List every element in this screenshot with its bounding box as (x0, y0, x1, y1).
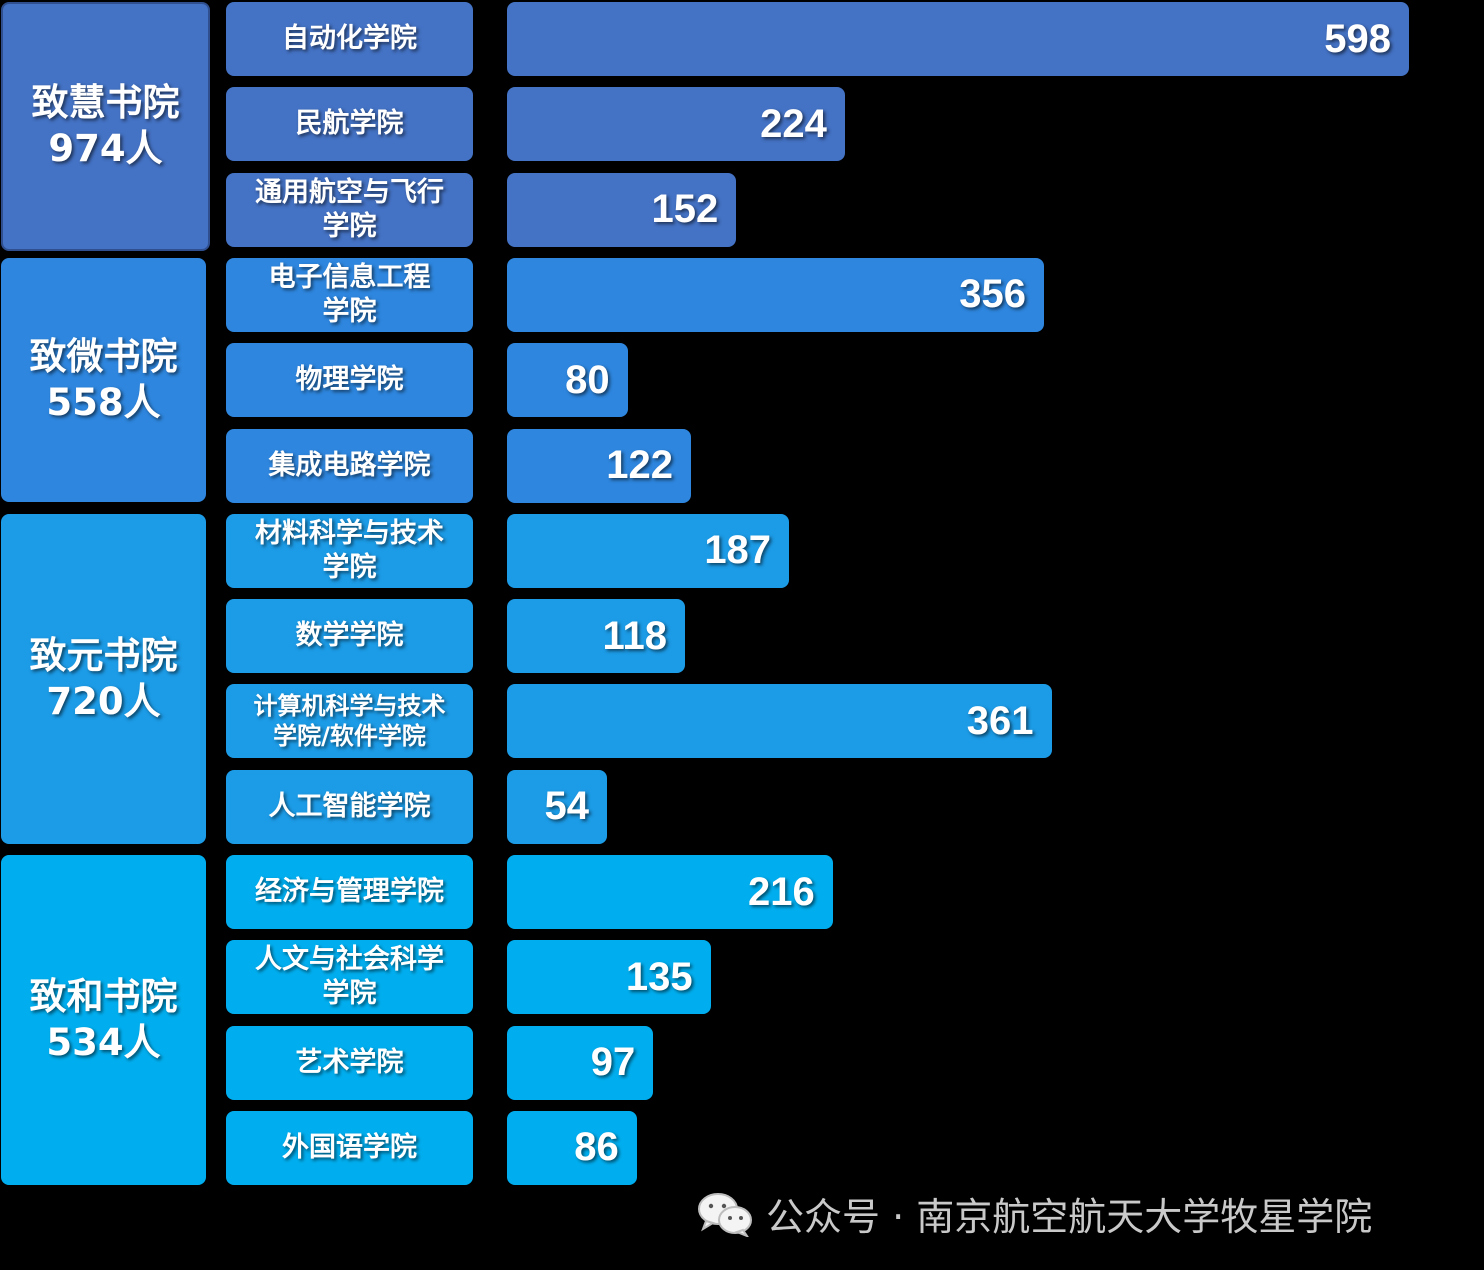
college-total: 974人 (48, 127, 163, 171)
school-label: 数学学院 (226, 599, 473, 674)
wechat-icon (698, 1192, 752, 1237)
bar-value-label: 187 (704, 528, 772, 573)
college-box: 致和书院 534人 (1, 855, 206, 1185)
school-label: 物理学院 (226, 343, 473, 418)
school-label: 人工智能学院 (226, 769, 473, 844)
bar-value-label: 97 (590, 1040, 636, 1085)
college-box: 致微书院 558人 (1, 257, 206, 503)
bar: 598 (507, 2, 1409, 76)
bar-value-label: 356 (959, 272, 1026, 317)
watermark: 公众号 · 南京航空航天大学牧星学院 (696, 1186, 1372, 1241)
bar-value-label: 216 (748, 869, 815, 914)
bar-value-label: 598 (1324, 16, 1391, 61)
college-total: 534人 (46, 1020, 161, 1064)
college-name: 致微书院 (29, 335, 178, 379)
college-box: 致元书院 720人 (1, 513, 206, 844)
school-label: 电子信息工程 学院 (226, 257, 473, 332)
school-label: 材料科学与技术 学院 (226, 513, 473, 588)
school-label: 民航学院 (226, 87, 473, 162)
bar: 152 (507, 172, 737, 247)
bar-value-label: 224 (760, 101, 827, 146)
bar: 118 (507, 599, 685, 674)
school-label: 自动化学院 (226, 2, 473, 76)
bar: 224 (507, 87, 845, 162)
bar-value-label: 361 (966, 698, 1034, 743)
college-name: 致元书院 (29, 633, 178, 677)
school-label: 艺术学院 (226, 1025, 473, 1100)
bar-value-label: 118 (602, 613, 667, 658)
college-name: 致和书院 (29, 974, 178, 1018)
bar: 135 (507, 940, 711, 1015)
college-name: 致慧书院 (31, 81, 180, 125)
bar-value-label: 54 (544, 784, 590, 829)
college-total: 720人 (46, 679, 161, 723)
college-total: 558人 (46, 381, 161, 425)
school-label: 集成电路学院 (226, 428, 473, 503)
bar: 361 (507, 684, 1052, 759)
bar: 54 (507, 769, 607, 844)
bar: 356 (507, 257, 1044, 332)
school-label: 人文与社会科学 学院 (226, 940, 473, 1015)
bar: 216 (507, 855, 833, 929)
bar-value-label: 86 (574, 1125, 619, 1170)
bar-value-label: 135 (625, 954, 693, 999)
school-label: 外国语学院 (226, 1110, 473, 1185)
school-label: 通用航空与飞行 学院 (226, 172, 473, 247)
college-box: 致慧书院 974人 (1, 2, 210, 251)
bar-value-label: 122 (606, 443, 674, 487)
bar: 80 (507, 343, 628, 418)
school-label: 计算机科学与技术 学院/软件学院 (226, 684, 473, 759)
bar: 187 (507, 513, 790, 588)
bar: 86 (507, 1110, 637, 1185)
watermark-text: 公众号 · 南京航空航天大学牧星学院 (766, 1195, 1373, 1239)
bar-value-label: 80 (565, 357, 610, 402)
bar: 97 (507, 1025, 654, 1100)
school-label: 经济与管理学院 (226, 855, 473, 929)
bar-value-label: 152 (651, 187, 719, 232)
bar: 122 (507, 428, 692, 503)
